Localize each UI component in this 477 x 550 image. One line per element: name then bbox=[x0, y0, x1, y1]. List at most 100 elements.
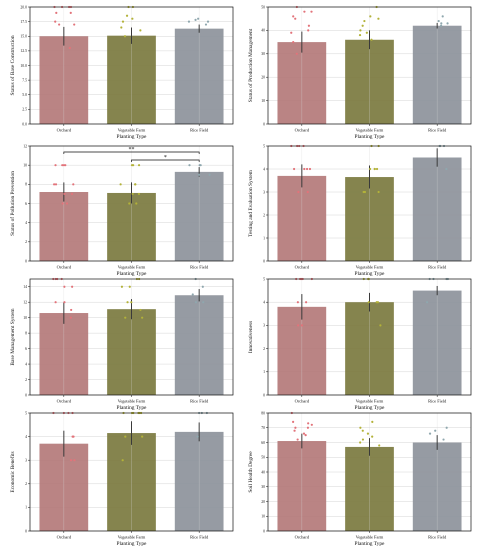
x-tick-label: Orchard bbox=[57, 399, 72, 404]
y-tick-label: 4 bbox=[25, 362, 27, 366]
data-point bbox=[310, 10, 313, 13]
data-point bbox=[135, 202, 138, 205]
data-point bbox=[359, 426, 362, 429]
y-axis-label: Soil Health Degree bbox=[248, 451, 254, 493]
y-axis-label: Testing and Evaluation System bbox=[248, 169, 254, 237]
data-point bbox=[61, 202, 64, 205]
data-point bbox=[124, 316, 127, 319]
data-point bbox=[361, 438, 365, 441]
x-tick-label: Orchard bbox=[295, 535, 310, 540]
y-tick-label: 6 bbox=[25, 202, 27, 206]
x-tick-label: Rice Field bbox=[190, 399, 209, 404]
data-point bbox=[124, 435, 127, 438]
x-tick-label: Orchard bbox=[295, 265, 310, 270]
data-point bbox=[128, 285, 131, 288]
data-point bbox=[125, 14, 129, 17]
data-point bbox=[68, 46, 71, 50]
data-point bbox=[445, 426, 448, 429]
y-tick-label: 17.5 bbox=[20, 20, 27, 24]
data-point bbox=[72, 183, 75, 186]
data-point bbox=[434, 429, 437, 432]
y-tick-label: 3 bbox=[263, 324, 265, 328]
data-point bbox=[442, 438, 445, 441]
y-tick-label: 4 bbox=[263, 301, 265, 305]
y-tick-label: 20 bbox=[261, 76, 265, 80]
data-point bbox=[290, 31, 293, 34]
plot-frame bbox=[267, 412, 472, 532]
data-point bbox=[441, 15, 444, 18]
y-tick-label: 0 bbox=[25, 529, 27, 533]
y-tick-label: 0 bbox=[263, 259, 265, 263]
y-tick-label: 40 bbox=[261, 470, 265, 474]
significance-bracket bbox=[63, 151, 200, 154]
data-point bbox=[365, 31, 368, 34]
data-point bbox=[204, 23, 208, 26]
data-point bbox=[201, 285, 204, 288]
y-tick-label: 2 bbox=[25, 482, 27, 486]
y-tick-label: 10 bbox=[261, 515, 265, 519]
data-point bbox=[199, 164, 202, 167]
data-point bbox=[373, 167, 376, 171]
data-point bbox=[54, 301, 57, 304]
y-tick-label: 1 bbox=[263, 236, 265, 240]
y-tick-label: 30 bbox=[261, 485, 265, 489]
data-point bbox=[307, 24, 311, 27]
data-point bbox=[306, 190, 309, 194]
data-point bbox=[194, 301, 198, 304]
y-tick-label: 2 bbox=[263, 213, 265, 217]
data-point bbox=[302, 432, 306, 435]
y-tick-label: 70 bbox=[261, 426, 265, 430]
y-tick-label: 10 bbox=[23, 316, 27, 320]
data-point bbox=[292, 41, 295, 44]
data-point bbox=[361, 429, 364, 432]
y-tick-label: 0 bbox=[263, 122, 265, 126]
chart-panel-4: 0 1 2 3 4 5 Orchard Vegetable Farm Rice Field Pla… bbox=[248, 144, 472, 277]
y-tick-label: 4 bbox=[25, 435, 27, 439]
y-tick-label: 0 bbox=[263, 529, 265, 533]
x-axis-label: Planting Type bbox=[355, 134, 386, 140]
x-tick-label: Rice Field bbox=[190, 265, 209, 270]
chart-panel-5: 0 2 4 6 8 10 12 14 Orchard Vegetable Farm Rice Fie… bbox=[10, 277, 234, 411]
y-tick-label: 0 bbox=[263, 393, 265, 397]
y-tick-label: 20 bbox=[261, 500, 265, 504]
data-point bbox=[359, 29, 362, 32]
y-tick-label: 12 bbox=[23, 144, 27, 148]
y-tick-label: 10.0 bbox=[20, 64, 27, 68]
y-tick-label: 4 bbox=[25, 221, 27, 225]
y-tick-label: 0 bbox=[25, 393, 27, 397]
data-point bbox=[297, 324, 300, 327]
data-point bbox=[61, 164, 64, 167]
data-point bbox=[141, 435, 144, 438]
data-point bbox=[370, 38, 373, 41]
y-tick-label: 2 bbox=[25, 240, 27, 244]
data-point bbox=[440, 22, 443, 25]
data-point bbox=[295, 52, 298, 55]
data-point bbox=[303, 167, 306, 171]
y-tick-label: 20.0 bbox=[20, 5, 27, 9]
data-point bbox=[65, 202, 69, 205]
plot-frame bbox=[267, 278, 472, 396]
data-point bbox=[198, 173, 201, 176]
data-point bbox=[292, 15, 295, 18]
data-point bbox=[120, 285, 124, 288]
data-point bbox=[70, 308, 73, 312]
data-point bbox=[377, 17, 380, 20]
significance-label: ** bbox=[129, 147, 135, 153]
y-tick-label: 8 bbox=[25, 331, 27, 335]
y-axis-label: Status of Pollution Prevention bbox=[9, 171, 16, 236]
data-point bbox=[55, 11, 58, 14]
data-point bbox=[137, 164, 141, 167]
data-point bbox=[307, 422, 310, 425]
data-point bbox=[63, 301, 66, 304]
x-axis-label: Planting Type bbox=[117, 271, 148, 277]
data-point bbox=[379, 324, 382, 327]
data-point bbox=[54, 164, 57, 167]
y-tick-label: 6 bbox=[25, 347, 27, 351]
data-point bbox=[369, 167, 372, 171]
x-tick-label: Vegetable Farm bbox=[118, 535, 146, 540]
y-tick-label: 7.5 bbox=[22, 78, 27, 82]
y-tick-label: 5 bbox=[263, 144, 265, 148]
data-point bbox=[307, 29, 310, 32]
data-point bbox=[208, 173, 211, 176]
chart-panel-8: 0 10 20 30 40 50 60 70 80 Orchard Vegetable Farm Ri… bbox=[248, 411, 472, 547]
